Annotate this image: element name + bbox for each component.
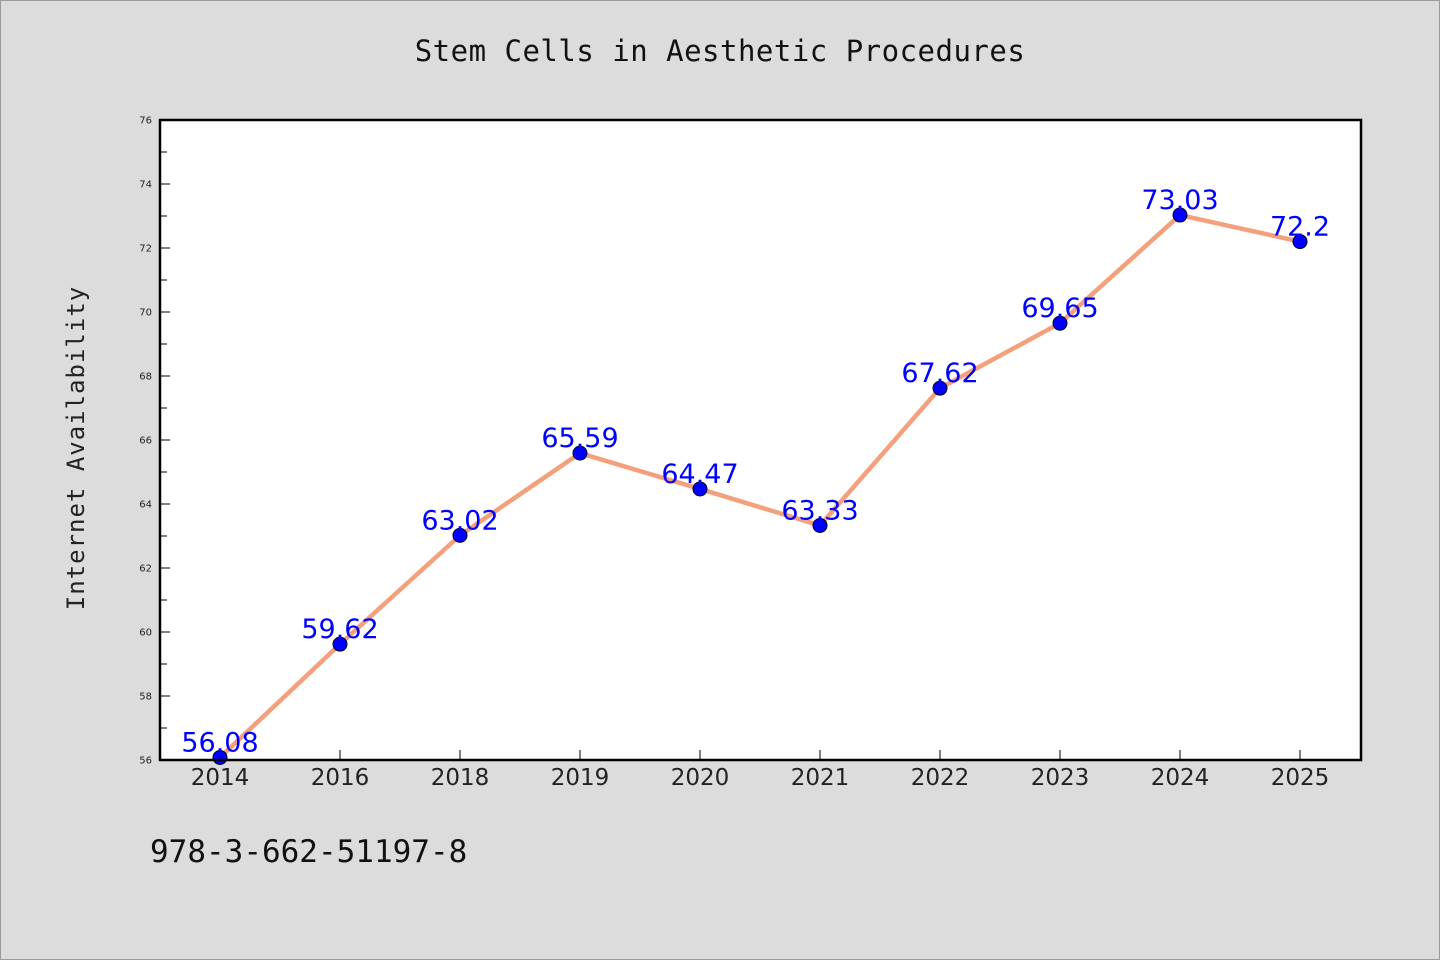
y-tick-label: 72 [139,244,152,255]
data-label: 73.03 [1141,185,1218,216]
footer-code: 978-3-662-51197-8 [150,834,468,870]
x-tick-label: 2018 [431,765,490,791]
data-point [692,481,708,497]
data-point [332,636,348,652]
y-tick-label: 58 [139,692,152,703]
y-tick-label: 56 [139,756,152,767]
x-tick-label: 2023 [1031,765,1090,791]
x-tick-label: 2016 [311,765,370,791]
data-label: 69.65 [1021,293,1098,324]
y-tick-label: 66 [139,436,152,447]
y-tick-label: 64 [139,500,152,511]
x-tick-label: 2024 [1151,765,1210,791]
y-tick-label: 74 [139,180,152,191]
data-label: 65.59 [541,423,618,454]
y-tick-label: 62 [139,564,152,575]
data-label: 72.2 [1270,212,1330,243]
data-point [1172,207,1188,223]
x-tick-label: 2020 [671,765,730,791]
x-tick-label: 2014 [191,765,250,791]
data-point [572,445,588,461]
chart-title: Stem Cells in Aesthetic Procedures [414,34,1026,68]
data-point [812,517,828,533]
data-label: 59.62 [301,614,378,645]
data-point [452,527,468,543]
plot-border [158,118,1363,762]
data-point [1052,315,1068,331]
x-tick-label: 2022 [911,765,970,791]
x-tick-label: 2019 [551,765,610,791]
y-tick-label: 76 [139,116,152,127]
y-tick-label: 60 [139,628,152,639]
series-line [217,212,1303,760]
y-tick-label: 70 [139,308,152,319]
y-tick-label: 68 [139,372,152,383]
data-label: 67.62 [901,358,978,389]
x-tick-label: 2021 [791,765,850,791]
plot-area [160,120,1361,760]
data-label: 64.47 [661,459,738,490]
data-label: 63.02 [421,505,498,536]
data-label: 63.33 [781,495,858,526]
data-point [932,380,948,396]
x-tick-label: 2025 [1271,765,1330,791]
data-label: 56.08 [181,727,258,758]
data-point [1292,234,1308,250]
